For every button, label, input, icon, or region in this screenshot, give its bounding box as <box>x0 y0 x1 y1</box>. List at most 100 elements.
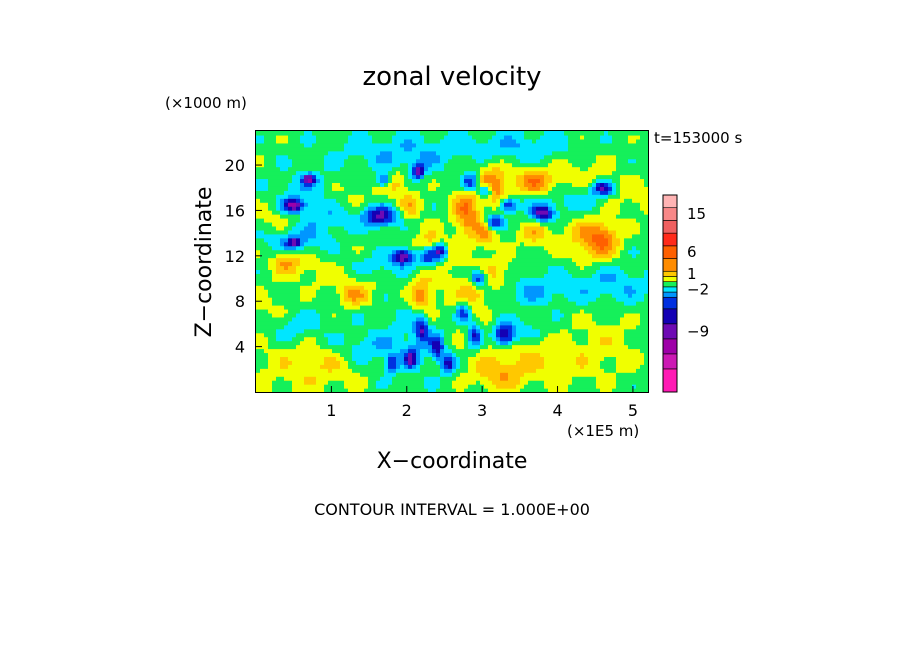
field-cell <box>432 380 437 385</box>
field-cell <box>488 182 493 187</box>
field-cell <box>316 265 321 270</box>
field-cell <box>472 166 477 172</box>
field-cell <box>548 146 553 152</box>
field-cell <box>340 265 345 270</box>
field-cell <box>376 162 381 168</box>
field-cell <box>520 174 525 180</box>
field-cell <box>408 257 413 263</box>
field-cell <box>528 328 533 334</box>
field-cell <box>500 328 505 334</box>
field-cell <box>516 229 521 235</box>
field-cell <box>404 178 409 183</box>
field-cell <box>304 158 309 164</box>
field-cell <box>440 308 445 314</box>
field-cell <box>348 332 353 338</box>
field-cell <box>408 388 413 393</box>
field-cell <box>448 360 453 365</box>
field-cell <box>312 285 317 290</box>
field-cell <box>416 324 421 330</box>
field-cell <box>384 194 389 199</box>
field-cell <box>408 344 413 350</box>
field-cell <box>492 218 497 223</box>
field-cell <box>392 364 397 369</box>
field-cell <box>336 253 341 259</box>
field-cell <box>468 178 473 183</box>
field-cell <box>452 273 457 278</box>
field-cell <box>324 372 329 377</box>
field-cell <box>424 253 429 259</box>
field-cell <box>304 174 309 180</box>
field-cell <box>416 166 421 172</box>
field-cell <box>344 166 349 172</box>
field-cell <box>496 218 501 223</box>
field-cell <box>368 186 373 191</box>
field-cell <box>536 146 541 152</box>
field-cell <box>492 178 497 183</box>
field-cell <box>260 312 265 318</box>
field-cell <box>428 198 433 203</box>
field-cell <box>380 324 385 330</box>
field-cell <box>452 158 457 164</box>
field-cell <box>404 273 409 278</box>
field-cell <box>388 312 393 318</box>
field-cell <box>448 356 453 361</box>
field-cell <box>436 182 441 187</box>
field-cell <box>420 285 425 290</box>
field-cell <box>416 293 421 298</box>
field-cell <box>504 277 509 282</box>
field-cell <box>500 340 505 346</box>
field-cell <box>368 214 373 219</box>
field-cell <box>300 198 305 203</box>
field-cell <box>548 368 553 373</box>
field-cell <box>464 174 469 180</box>
field-cell <box>268 384 273 389</box>
field-cell <box>388 178 393 183</box>
field-cell <box>280 356 285 361</box>
field-cell <box>476 146 481 152</box>
field-cell <box>532 277 537 282</box>
field-cell <box>396 312 401 318</box>
field-cell <box>452 221 457 227</box>
field-cell <box>524 162 529 168</box>
field-cell <box>496 131 501 136</box>
field-cell <box>292 277 297 282</box>
field-cell <box>516 332 521 338</box>
field-cell <box>352 182 357 187</box>
field-cell <box>372 182 377 187</box>
field-cell <box>388 261 393 267</box>
field-cell <box>384 269 389 274</box>
field-cell <box>364 297 369 302</box>
field-cell <box>400 277 405 282</box>
field-cell <box>292 221 297 227</box>
field-cell <box>532 131 537 136</box>
field-cell <box>520 328 525 334</box>
field-cell <box>348 218 353 223</box>
field-cell <box>468 225 473 231</box>
field-cell <box>320 305 325 310</box>
field-cell <box>464 376 469 381</box>
field-cell <box>508 166 513 172</box>
field-cell <box>444 312 449 318</box>
field-cell <box>292 198 297 203</box>
field-cell <box>452 293 457 298</box>
field-cell <box>532 142 537 148</box>
field-cell <box>368 202 373 207</box>
field-cell <box>484 281 489 286</box>
field-cell <box>304 261 309 267</box>
field-cell <box>472 273 477 278</box>
field-cell <box>268 253 273 259</box>
field-cell <box>548 324 553 330</box>
field-cell <box>448 257 453 263</box>
field-cell <box>520 261 525 267</box>
field-cell <box>472 384 477 389</box>
field-cell <box>400 261 405 267</box>
field-cell <box>352 297 357 302</box>
field-cell <box>288 142 293 148</box>
field-cell <box>348 265 353 270</box>
field-cell <box>524 178 529 183</box>
field-cell <box>488 301 493 306</box>
field-cell <box>440 150 445 156</box>
field-cell <box>296 131 301 136</box>
field-cell <box>416 178 421 183</box>
field-cell <box>464 166 469 172</box>
